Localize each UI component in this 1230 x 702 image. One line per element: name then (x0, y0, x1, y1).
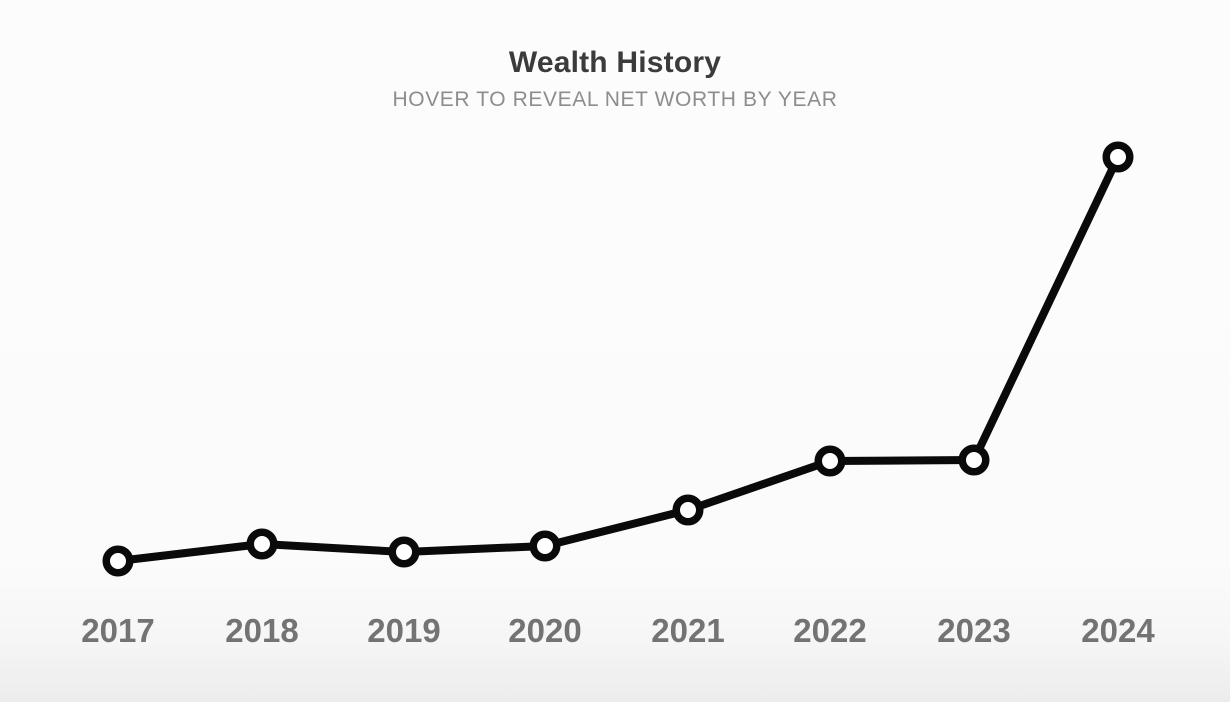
data-point-2020[interactable] (529, 530, 561, 562)
data-point-2018[interactable] (246, 528, 278, 560)
wealth-line (114, 153, 1122, 565)
data-point-2022[interactable] (814, 445, 846, 477)
data-point-2019[interactable] (388, 536, 420, 568)
data-points-group (102, 141, 1134, 577)
page-title: Wealth History (508, 46, 722, 79)
chart-header: Wealth History HOVER TO REVEAL NET WORTH… (0, 0, 1230, 111)
page-subtitle: HOVER TO REVEAL NET WORTH BY YEAR (392, 88, 838, 111)
data-point-2023[interactable] (958, 444, 990, 476)
data-point-2024[interactable] (1102, 141, 1134, 173)
data-point-2017[interactable] (102, 545, 134, 577)
data-point-2021[interactable] (672, 494, 704, 526)
